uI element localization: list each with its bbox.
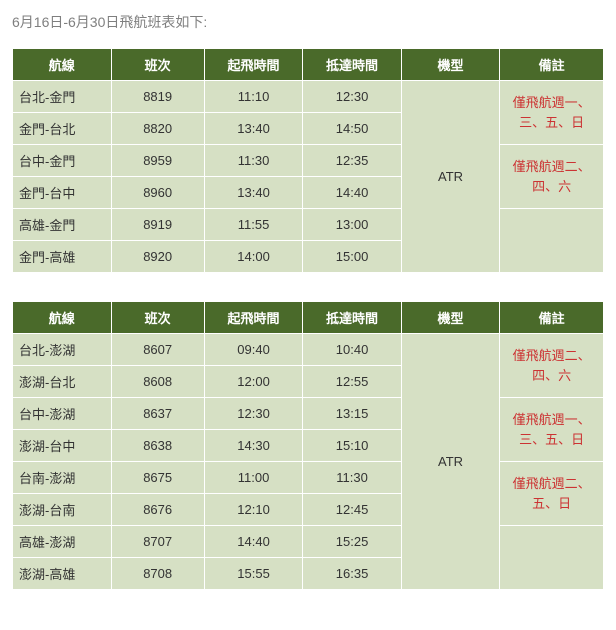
cell-arrival: 16:35: [303, 558, 402, 590]
cell-flight-no: 8608: [111, 366, 204, 398]
cell-arrival: 13:15: [303, 398, 402, 430]
cell-departure: 11:00: [204, 462, 303, 494]
cell-departure: 15:55: [204, 558, 303, 590]
cell-route: 金門-台北: [13, 113, 112, 145]
col-flight-no: 班次: [111, 49, 204, 81]
col-departure: 起飛時間: [204, 49, 303, 81]
cell-arrival: 15:25: [303, 526, 402, 558]
cell-departure: 11:55: [204, 209, 303, 241]
cell-note: [500, 209, 604, 273]
table-row: 台中-澎湖 8637 12:30 13:15 僅飛航週一、三、五、日: [13, 398, 604, 430]
cell-departure: 13:40: [204, 177, 303, 209]
cell-flight-no: 8707: [111, 526, 204, 558]
cell-flight-no: 8960: [111, 177, 204, 209]
cell-note: 僅飛航週二、四、六: [500, 145, 604, 209]
cell-arrival: 12:55: [303, 366, 402, 398]
cell-flight-no: 8920: [111, 241, 204, 273]
schedule-table-1: 航線 班次 起飛時間 抵達時間 機型 備註 台北-金門 8819 11:10 1…: [12, 48, 604, 273]
cell-route: 高雄-澎湖: [13, 526, 112, 558]
cell-arrival: 14:50: [303, 113, 402, 145]
cell-departure: 11:10: [204, 81, 303, 113]
cell-flight-no: 8638: [111, 430, 204, 462]
table-row: 台北-金門 8819 11:10 12:30 ATR 僅飛航週一、三、五、日: [13, 81, 604, 113]
cell-route: 台北-金門: [13, 81, 112, 113]
col-aircraft: 機型: [401, 49, 500, 81]
cell-route: 澎湖-台北: [13, 366, 112, 398]
table-row: 高雄-金門 8919 11:55 13:00: [13, 209, 604, 241]
cell-route: 台北-澎湖: [13, 334, 112, 366]
cell-aircraft: ATR: [401, 334, 500, 590]
table-header-row: 航線 班次 起飛時間 抵達時間 機型 備註: [13, 302, 604, 334]
schedule-table-2: 航線 班次 起飛時間 抵達時間 機型 備註 台北-澎湖 8607 09:40 1…: [12, 301, 604, 590]
cell-departure: 09:40: [204, 334, 303, 366]
cell-arrival: 11:30: [303, 462, 402, 494]
cell-flight-no: 8607: [111, 334, 204, 366]
cell-note: 僅飛航週一、三、五、日: [500, 81, 604, 145]
cell-route: 澎湖-台南: [13, 494, 112, 526]
col-arrival: 抵達時間: [303, 49, 402, 81]
cell-flight-no: 8675: [111, 462, 204, 494]
cell-departure: 14:30: [204, 430, 303, 462]
cell-note: 僅飛航週二、五、日: [500, 462, 604, 526]
cell-route: 高雄-金門: [13, 209, 112, 241]
cell-departure: 12:30: [204, 398, 303, 430]
cell-route: 台中-金門: [13, 145, 112, 177]
col-flight-no: 班次: [111, 302, 204, 334]
cell-note: [500, 526, 604, 590]
cell-flight-no: 8919: [111, 209, 204, 241]
cell-aircraft: ATR: [401, 81, 500, 273]
cell-departure: 11:30: [204, 145, 303, 177]
cell-departure: 13:40: [204, 113, 303, 145]
cell-arrival: 15:00: [303, 241, 402, 273]
col-departure: 起飛時間: [204, 302, 303, 334]
cell-note: 僅飛航週二、四、六: [500, 334, 604, 398]
cell-route: 台南-澎湖: [13, 462, 112, 494]
table-row: 台中-金門 8959 11:30 12:35 僅飛航週二、四、六: [13, 145, 604, 177]
col-aircraft: 機型: [401, 302, 500, 334]
cell-arrival: 12:30: [303, 81, 402, 113]
cell-route: 金門-台中: [13, 177, 112, 209]
cell-flight-no: 8819: [111, 81, 204, 113]
cell-arrival: 12:45: [303, 494, 402, 526]
col-arrival: 抵達時間: [303, 302, 402, 334]
cell-flight-no: 8708: [111, 558, 204, 590]
cell-arrival: 13:00: [303, 209, 402, 241]
col-note: 備註: [500, 302, 604, 334]
col-route: 航線: [13, 49, 112, 81]
cell-flight-no: 8959: [111, 145, 204, 177]
cell-flight-no: 8637: [111, 398, 204, 430]
cell-arrival: 15:10: [303, 430, 402, 462]
cell-route: 金門-高雄: [13, 241, 112, 273]
table-header-row: 航線 班次 起飛時間 抵達時間 機型 備註: [13, 49, 604, 81]
col-route: 航線: [13, 302, 112, 334]
cell-flight-no: 8676: [111, 494, 204, 526]
page-title: 6月16日-6月30日飛航班表如下:: [12, 12, 604, 32]
table-row: 高雄-澎湖 8707 14:40 15:25: [13, 526, 604, 558]
cell-arrival: 10:40: [303, 334, 402, 366]
cell-route: 澎湖-台中: [13, 430, 112, 462]
cell-departure: 12:00: [204, 366, 303, 398]
cell-route: 澎湖-高雄: [13, 558, 112, 590]
cell-arrival: 14:40: [303, 177, 402, 209]
table-row: 台南-澎湖 8675 11:00 11:30 僅飛航週二、五、日: [13, 462, 604, 494]
cell-departure: 14:40: [204, 526, 303, 558]
cell-arrival: 12:35: [303, 145, 402, 177]
col-note: 備註: [500, 49, 604, 81]
cell-flight-no: 8820: [111, 113, 204, 145]
cell-route: 台中-澎湖: [13, 398, 112, 430]
cell-departure: 12:10: [204, 494, 303, 526]
cell-note: 僅飛航週一、三、五、日: [500, 398, 604, 462]
table-row: 台北-澎湖 8607 09:40 10:40 ATR 僅飛航週二、四、六: [13, 334, 604, 366]
cell-departure: 14:00: [204, 241, 303, 273]
